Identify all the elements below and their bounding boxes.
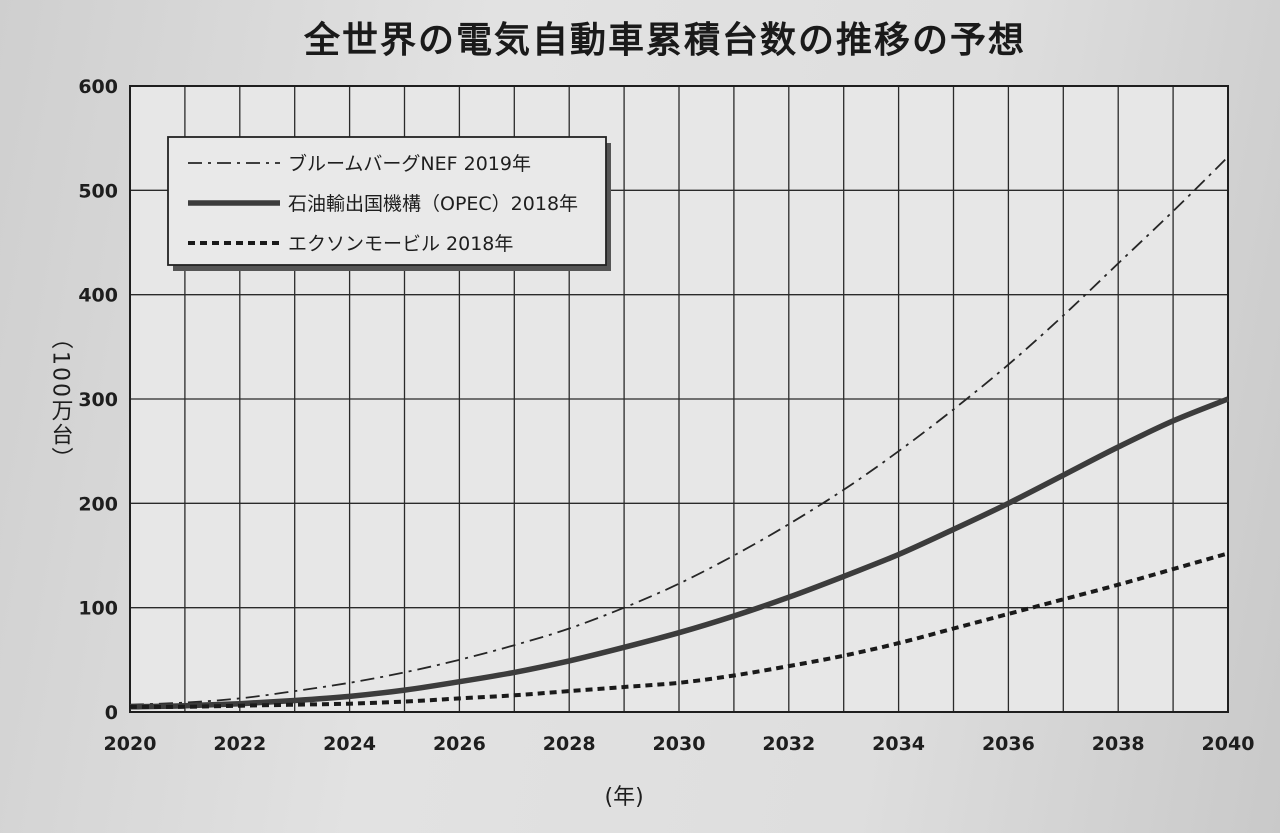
chart-title: 全世界の電気自動車累積台数の推移の予想 bbox=[303, 19, 1026, 61]
y-tick-label: 300 bbox=[78, 389, 118, 411]
series-lines bbox=[129, 156, 1230, 710]
legend-label: ブルームバーグNEF 2019年 bbox=[288, 152, 531, 175]
x-tick-label: 2034 bbox=[872, 733, 925, 755]
x-axis-title: (年) bbox=[605, 785, 644, 810]
x-tick-label: 2022 bbox=[213, 733, 266, 755]
y-tick-label: 500 bbox=[78, 180, 118, 202]
x-tick-label: 2026 bbox=[433, 733, 486, 755]
y-axis-title: （100万台） bbox=[48, 327, 74, 471]
y-tick-label: 600 bbox=[78, 76, 118, 98]
x-tick-label: 2024 bbox=[323, 733, 376, 755]
series-line-1 bbox=[129, 156, 1229, 706]
series-line-2 bbox=[129, 396, 1230, 710]
x-tick-label: 2028 bbox=[543, 733, 596, 755]
y-tick-label: 400 bbox=[78, 285, 118, 307]
x-tick-label: 2040 bbox=[1202, 733, 1255, 755]
x-tick-label: 2032 bbox=[762, 733, 815, 755]
x-tick-label: 2020 bbox=[104, 733, 157, 755]
series-line-3 bbox=[129, 551, 1229, 709]
legend-label: 石油輸出国機構（OPEC）2018年 bbox=[288, 193, 578, 215]
x-tick-label: 2030 bbox=[653, 733, 706, 755]
x-tick-label: 2036 bbox=[982, 733, 1035, 755]
legend-label: エクソンモービル 2018年 bbox=[288, 233, 513, 255]
x-tick-label: 2038 bbox=[1092, 733, 1145, 755]
y-tick-label: 200 bbox=[78, 493, 118, 515]
y-tick-label: 100 bbox=[78, 598, 118, 620]
legend: ブルームバーグNEF 2019年石油輸出国機構（OPEC）2018年エクソンモー… bbox=[167, 136, 611, 271]
y-tick-label: 0 bbox=[105, 702, 118, 724]
axes: 0 100 200 300 400 500 600 2020 2022 2024 2026 2028 2… bbox=[48, 76, 1255, 810]
